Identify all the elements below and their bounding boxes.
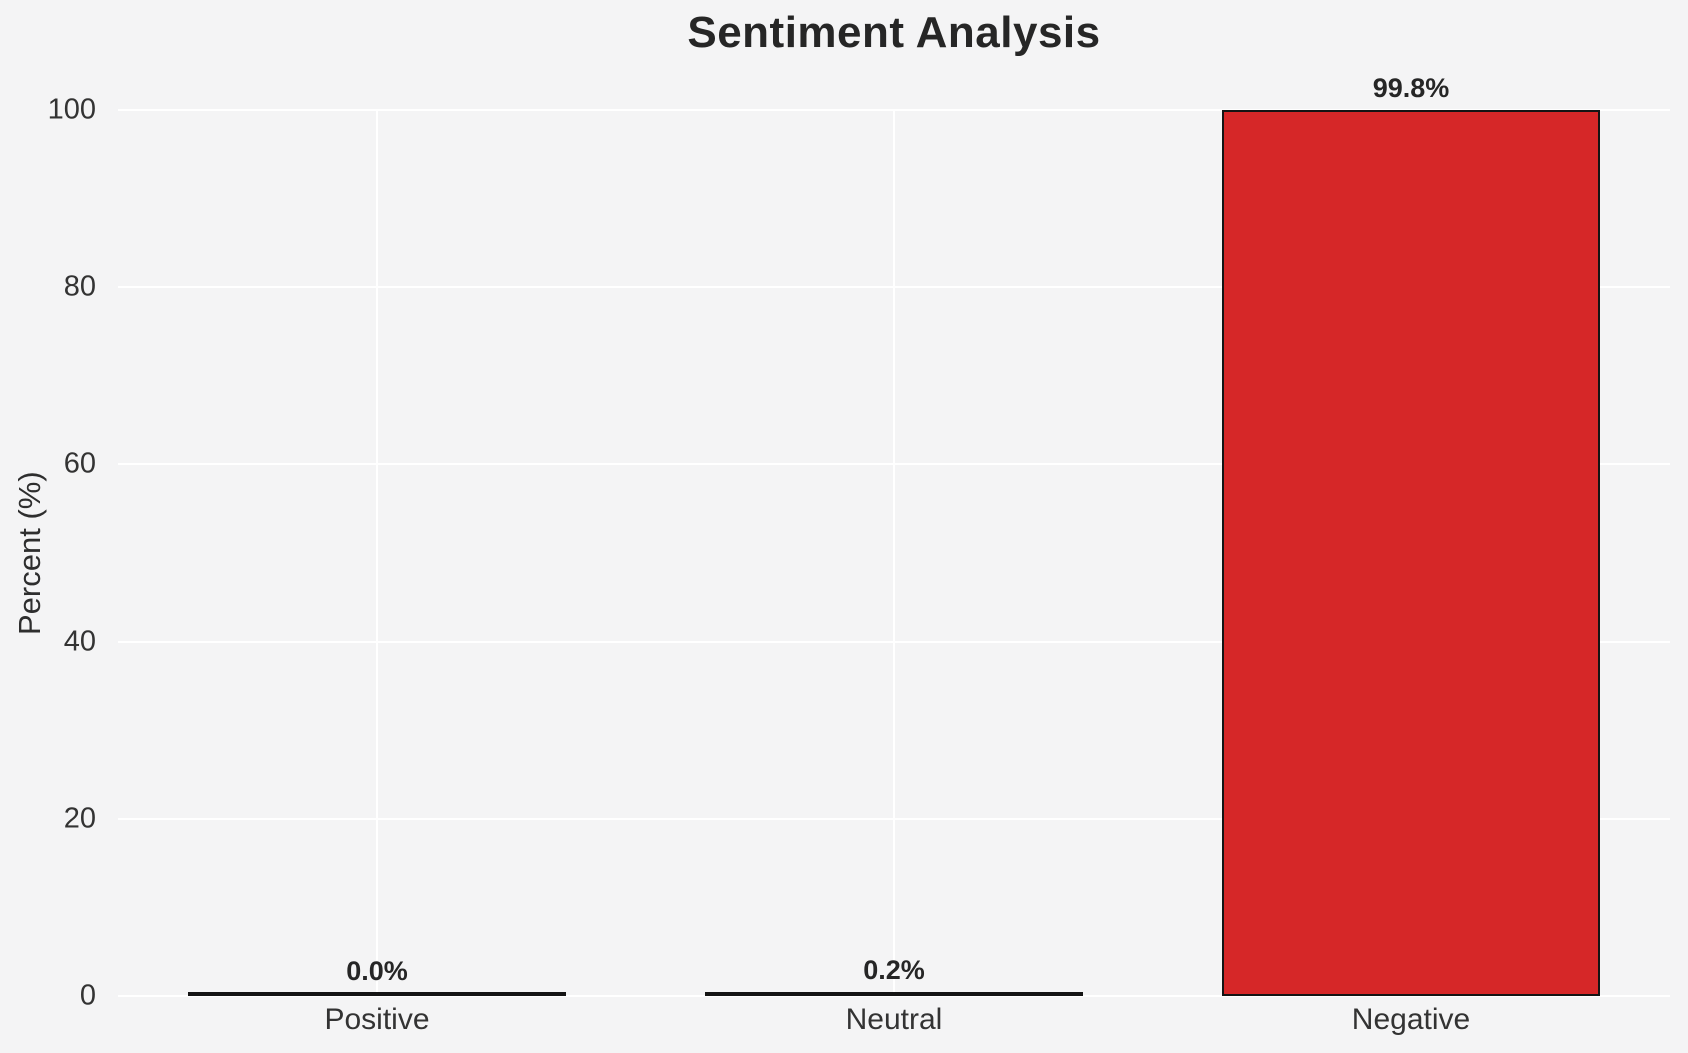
y-tick-label: 60 — [63, 447, 96, 480]
bar-value-label: 99.8% — [1372, 73, 1450, 103]
y-tick-label: 0 — [79, 979, 96, 1012]
bar-positive — [188, 992, 566, 996]
bar-neutral — [705, 992, 1083, 996]
x-tick-label-negative: Negative — [1351, 1003, 1471, 1036]
bar-value-label: 0.0% — [346, 956, 408, 986]
chart-title: Sentiment Analysis — [687, 8, 1101, 57]
x-tick-label-neutral: Neutral — [845, 1003, 943, 1036]
bar-negative — [1222, 110, 1600, 996]
bar-value-label: 0.2% — [863, 955, 925, 985]
y-tick-label: 80 — [63, 270, 96, 303]
y-tick-label: 100 — [47, 93, 96, 126]
vertical-gridline — [376, 110, 378, 996]
y-tick-label: 40 — [63, 625, 96, 658]
vertical-gridline — [893, 110, 895, 996]
x-tick-label-positive: Positive — [324, 1003, 430, 1036]
plot-area: 0 20 40 60 80 100 0.0% Positive 0.2% Neutral 99.8%… — [48, 73, 1670, 1036]
horizontal-gridline — [118, 995, 1670, 997]
y-tick-label: 20 — [63, 802, 96, 835]
y-axis-label: Percent (%) — [12, 471, 47, 635]
